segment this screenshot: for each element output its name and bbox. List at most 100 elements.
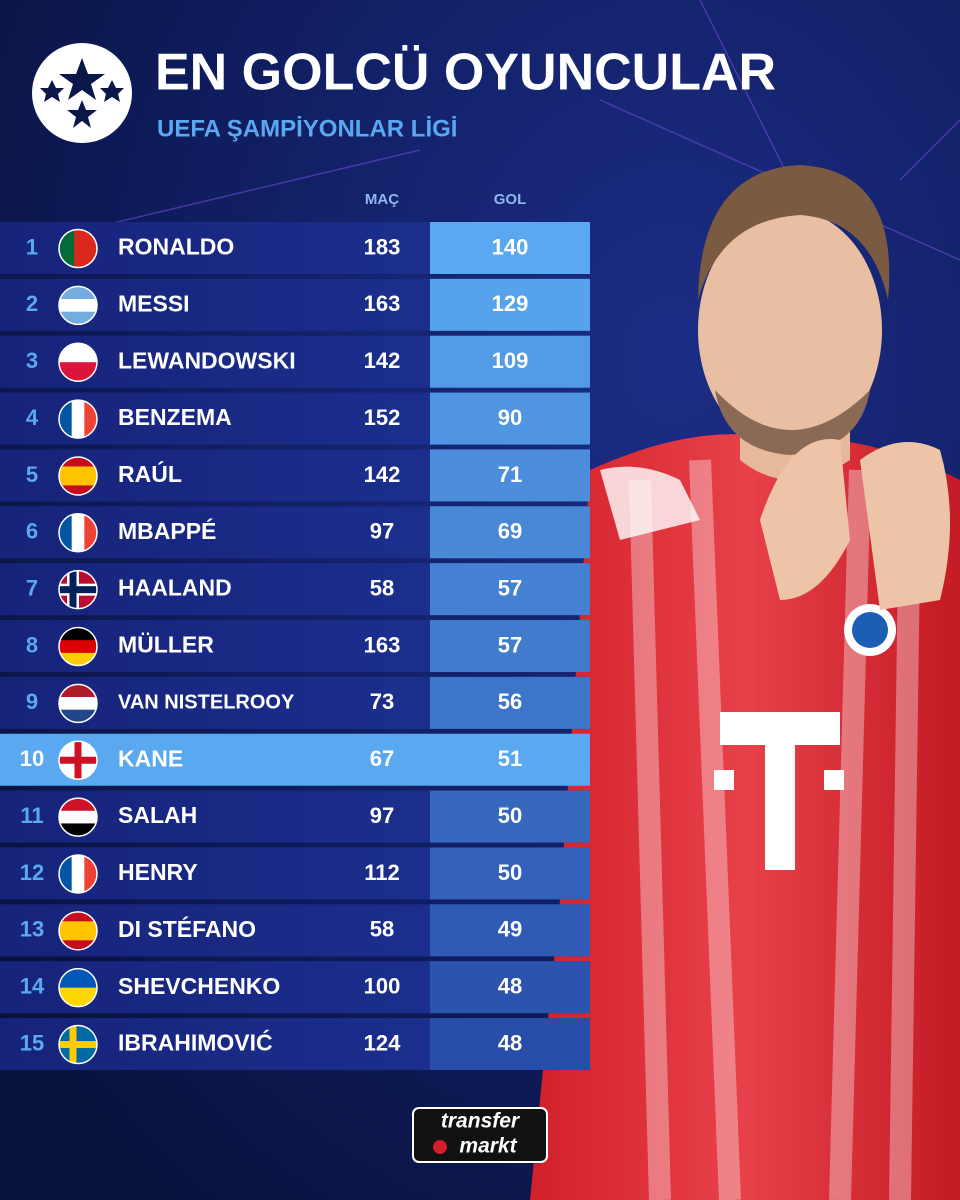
logo-text: markt — [459, 1135, 517, 1158]
goal-cell — [430, 961, 590, 1014]
goals: 48 — [498, 1030, 522, 1055]
goals: 57 — [498, 575, 522, 600]
goals: 71 — [498, 462, 522, 487]
matches: 67 — [370, 746, 394, 771]
player-name: DI STÉFANO — [118, 915, 256, 942]
goal-cell — [430, 904, 590, 957]
rank: 11 — [20, 803, 43, 828]
flag — [59, 456, 97, 495]
matches: 163 — [364, 291, 401, 316]
flag — [59, 343, 97, 382]
goals: 69 — [498, 519, 522, 544]
player-name: HENRY — [118, 859, 198, 885]
matches: 58 — [370, 917, 394, 942]
flag-ring — [58, 740, 98, 780]
flag-stripe — [59, 485, 97, 495]
rank: 10 — [20, 746, 44, 771]
flag-ring — [58, 854, 98, 894]
goal-cell — [430, 563, 590, 616]
player-name: BENZEMA — [118, 404, 232, 430]
rank: 6 — [26, 519, 38, 544]
goal-cell — [430, 392, 590, 445]
flag-stripe — [59, 810, 97, 824]
ucl-logo — [32, 43, 132, 143]
flag-ring — [58, 967, 98, 1008]
rank: 13 — [20, 917, 44, 942]
player-name: KANE — [118, 745, 183, 771]
goal-cell — [430, 506, 590, 559]
goal-cell — [430, 847, 590, 900]
rank: 2 — [26, 291, 38, 316]
flag-ring — [58, 342, 98, 382]
logo-text: transfer — [441, 1110, 521, 1133]
matches: 152 — [364, 405, 401, 430]
flag — [59, 229, 97, 268]
flag-stripe — [59, 299, 97, 313]
flag-cross — [59, 1041, 97, 1049]
goal-cell — [430, 449, 590, 502]
goal-cell — [430, 1018, 590, 1071]
matches: 183 — [364, 234, 401, 259]
flag — [59, 968, 97, 1007]
rank: 7 — [26, 575, 38, 600]
flag — [59, 1025, 97, 1064]
rank: 9 — [26, 689, 38, 714]
rank: 15 — [20, 1030, 44, 1055]
matches: 163 — [364, 632, 401, 657]
rank: 4 — [26, 405, 39, 430]
flag-cross — [59, 756, 97, 764]
flag-stripe — [59, 475, 97, 486]
goals: 51 — [498, 746, 522, 771]
player-name: LEWANDOWSKI — [118, 347, 296, 373]
player-name: RAÚL — [118, 460, 182, 487]
flag — [59, 854, 97, 893]
flag-stripe — [59, 640, 97, 654]
matches: 142 — [364, 462, 401, 487]
flag-ring — [58, 569, 98, 610]
matches: 73 — [370, 689, 394, 714]
goals: 50 — [498, 860, 522, 885]
goals: 90 — [498, 405, 522, 430]
matches: 97 — [370, 803, 394, 828]
goals: 56 — [498, 689, 522, 714]
goals: 48 — [498, 973, 522, 998]
rank: 8 — [26, 632, 38, 657]
flag — [59, 741, 97, 780]
subtitle: UEFA ŞAMPİYONLAR LİGİ — [157, 115, 457, 142]
flag-stripe — [59, 987, 97, 1007]
flag — [59, 570, 97, 609]
rank: 3 — [26, 348, 38, 373]
goals: 50 — [498, 803, 522, 828]
flag-stripe — [59, 940, 97, 950]
goal-cell — [430, 222, 590, 274]
matches: 124 — [364, 1030, 401, 1055]
flag-stripe — [59, 911, 97, 922]
row-background — [0, 733, 590, 786]
matches: 100 — [364, 973, 401, 998]
matches: 97 — [370, 519, 394, 544]
player-name: MESSI — [118, 290, 190, 316]
flag — [59, 911, 97, 950]
goal-cell — [430, 676, 590, 729]
player-name: MBAPPÉ — [118, 517, 216, 544]
player-name: SHEVCHENKO — [118, 973, 280, 999]
player-name: IBRAHIMOVIĆ — [118, 1029, 273, 1056]
flag-stripe — [59, 466, 97, 477]
flag-ring — [58, 228, 98, 269]
goals: 49 — [498, 917, 522, 942]
column-header: GOL — [494, 191, 527, 208]
goal-cell — [430, 790, 590, 843]
player-photo — [530, 165, 960, 1200]
matches: 58 — [370, 575, 394, 600]
player-name: HAALAND — [118, 575, 232, 601]
flag-stripe — [74, 229, 97, 268]
player-name: MÜLLER — [118, 632, 214, 658]
flag-ring — [58, 911, 98, 951]
matches: 142 — [364, 348, 401, 373]
rank: 1 — [26, 234, 38, 259]
goals: 57 — [498, 632, 522, 657]
player-name: VAN NISTELROOY — [118, 692, 295, 714]
column-header: MAÇ — [365, 191, 399, 208]
